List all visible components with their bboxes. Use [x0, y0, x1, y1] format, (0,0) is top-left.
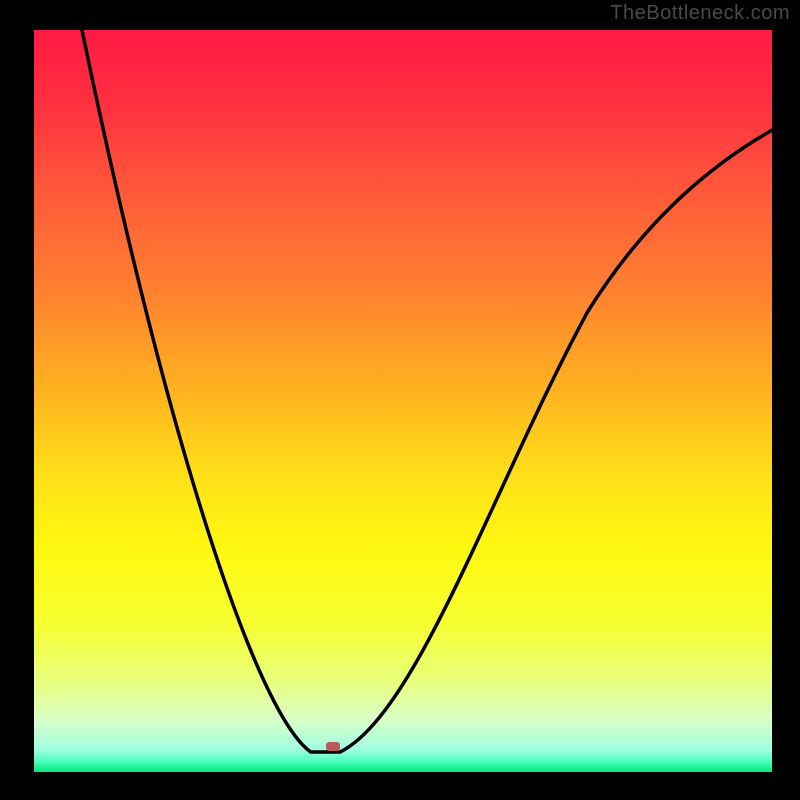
bottleneck-curve	[34, 30, 772, 772]
curve-path	[82, 30, 772, 752]
plot-area	[34, 30, 772, 772]
optimal-marker	[326, 742, 340, 751]
watermark-text: TheBottleneck.com	[610, 2, 790, 25]
